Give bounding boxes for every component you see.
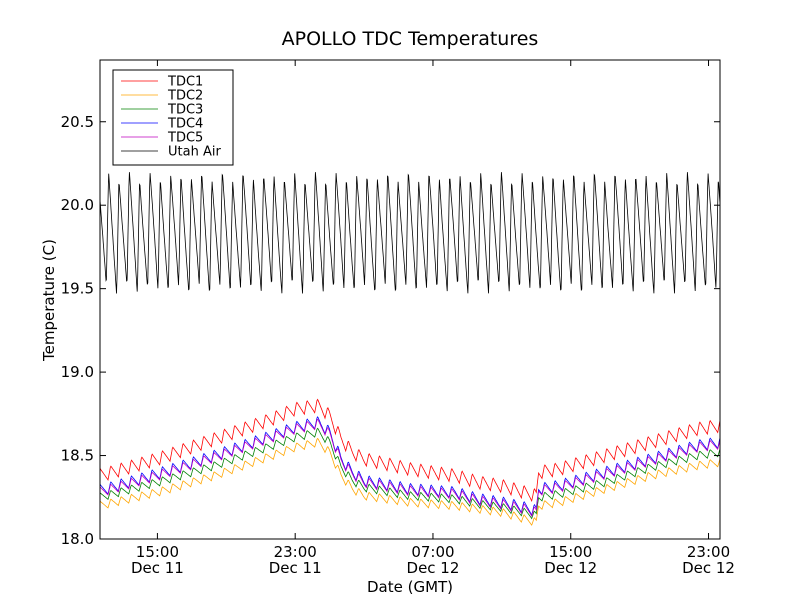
series-line-tdc5 bbox=[100, 418, 720, 517]
y-tick-label: 18.0 bbox=[61, 530, 94, 548]
series-line-tdc2 bbox=[100, 437, 720, 526]
series-line-tdc3 bbox=[100, 427, 720, 520]
x-tick-label-time: 23:00 bbox=[687, 543, 730, 561]
plot-frame bbox=[99, 59, 721, 540]
y-tick-label: 20.5 bbox=[61, 113, 94, 131]
legend-label: TDC2 bbox=[167, 89, 203, 104]
x-tick-label-date: Dec 12 bbox=[407, 559, 460, 577]
y-tick-label: 19.5 bbox=[61, 280, 94, 298]
legend-label: TDC4 bbox=[167, 117, 203, 132]
x-tick-label-time: 15:00 bbox=[549, 543, 592, 561]
x-tick-label-date: Dec 12 bbox=[682, 559, 735, 577]
y-tick-label: 20.0 bbox=[61, 196, 94, 214]
chart-title: APOLLO TDC Temperatures bbox=[282, 28, 539, 50]
x-tick-label-time: 07:00 bbox=[411, 543, 454, 561]
x-tick-label-date: Dec 12 bbox=[544, 559, 597, 577]
y-axis-label: Temperature (C) bbox=[40, 239, 58, 362]
x-axis-label: Date (GMT) bbox=[367, 578, 453, 596]
legend-label: Utah Air bbox=[168, 145, 221, 160]
series-line-tdc4 bbox=[100, 416, 720, 517]
x-tick-label-time: 15:00 bbox=[136, 543, 179, 561]
legend-label: TDC3 bbox=[167, 103, 203, 118]
x-tick-label-date: Dec 11 bbox=[131, 559, 184, 577]
legend-label: TDC5 bbox=[167, 131, 203, 146]
y-tick-label: 18.5 bbox=[61, 447, 94, 465]
legend-box bbox=[112, 69, 234, 166]
y-tick-label: 19.0 bbox=[61, 363, 94, 381]
x-tick-label-time: 23:00 bbox=[274, 543, 317, 561]
x-tick-label-date: Dec 11 bbox=[269, 559, 322, 577]
series-line-utah-air bbox=[100, 172, 720, 294]
legend-label: TDC1 bbox=[167, 75, 203, 90]
series-line-tdc1 bbox=[100, 398, 720, 503]
